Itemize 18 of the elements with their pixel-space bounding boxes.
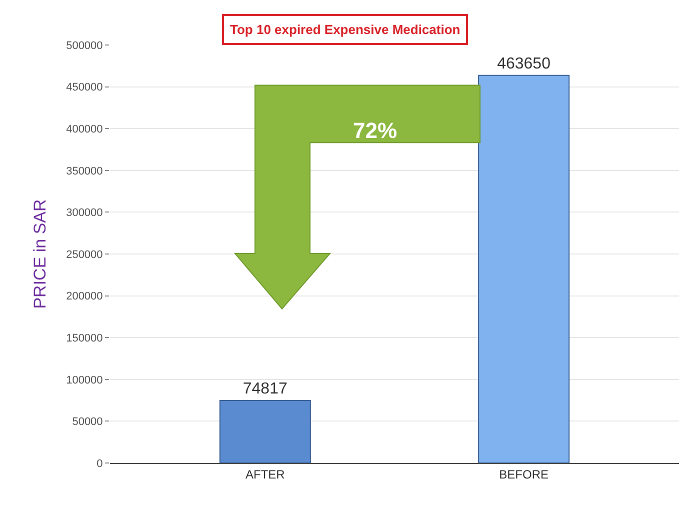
- y-tick-label: 150000: [66, 332, 103, 344]
- annotation: 72%: [353, 118, 398, 143]
- data-label: 463650: [497, 55, 551, 72]
- y-tick-label: 300000: [66, 207, 103, 220]
- y-tick-label: 250000: [66, 248, 103, 261]
- y-tick-label: 100000: [66, 374, 103, 386]
- x-tick-label: BEFORE: [499, 467, 548, 482]
- y-tick-label: 500000: [66, 40, 103, 52]
- x-tick-label: AFTER: [246, 467, 286, 482]
- data-label: 74817: [242, 380, 288, 398]
- y-tick-label: 350000: [66, 165, 103, 178]
- y-axis-title: PRICE in SAR: [30, 199, 50, 309]
- chart-title: Top 10 expired Expensive Medication: [230, 22, 460, 37]
- y-tick-label: 450000: [66, 82, 103, 94]
- y-tick-label: 400000: [66, 123, 103, 136]
- y-tick-label: 0: [96, 458, 103, 470]
- y-tick-label: 50000: [72, 416, 103, 428]
- y-tick-label: 200000: [66, 290, 103, 303]
